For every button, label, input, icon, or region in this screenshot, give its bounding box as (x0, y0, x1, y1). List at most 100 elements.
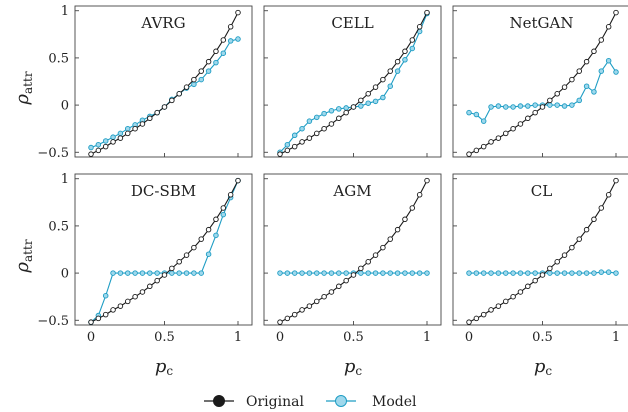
panel-3-model-point-4 (495, 103, 502, 109)
panel-3-original-point-16 (583, 58, 590, 65)
panel-1-original-point-18 (220, 37, 227, 43)
panel-1-model-point-0 (88, 144, 94, 151)
panel-2-original-point-17 (402, 48, 408, 55)
panel-4-model-point-3 (110, 270, 116, 276)
panel-2-model-point-17 (402, 57, 408, 63)
panel-6-model-point-8 (525, 270, 531, 276)
panel-6-original-point-4 (495, 303, 502, 309)
panel-2-original-point-14 (380, 76, 386, 83)
panel-6-original-point-14 (569, 244, 575, 251)
panel-2-model-point-1 (284, 141, 291, 148)
panel-1-original-point-11 (169, 97, 175, 104)
panel-6-original-point-7 (517, 289, 524, 295)
panel-2-model-line (279, 13, 428, 153)
panel-2-original-point-4 (306, 135, 313, 141)
panel-3-frame (452, 5, 628, 158)
panel-5-original-point-11 (358, 265, 364, 272)
panel-6-model-point-0 (466, 270, 472, 276)
panel-6-model-point-15 (576, 270, 583, 276)
x-axis-label-3: pc (534, 356, 553, 378)
panel-5-model-point-17 (402, 270, 408, 276)
panel-4-model-point-4 (117, 270, 124, 276)
x-axis-label-1-main: p (155, 356, 167, 377)
panel-6: 0 0.5 1 CL (452, 173, 628, 345)
legend-original-label: Original (246, 394, 304, 410)
panel-5-original-point-6 (321, 293, 327, 300)
panel-4-model-point-12 (176, 270, 182, 276)
panel-4-ytick-label-3: −0.5 (37, 314, 69, 329)
panel-3-model-point-12 (554, 102, 560, 108)
panel-3-model-point-2 (480, 118, 487, 124)
panel-6-model-point-12 (554, 270, 560, 276)
panel-4-xtick-label-0: 0 (87, 330, 95, 345)
panel-6-original-point-3 (488, 307, 494, 313)
panel-3-model-point-17 (591, 89, 597, 95)
panel-5-model-point-2 (291, 270, 298, 276)
panel-5-frame (263, 173, 442, 326)
legend: Original Model (204, 394, 417, 410)
panel-2-model-point-7 (328, 108, 335, 114)
panel-4-model-point-15 (198, 270, 204, 276)
panel-4-original-point-16 (205, 226, 212, 233)
panel-6-original-point-12 (554, 259, 560, 265)
panel-1-model-point-14 (191, 81, 197, 88)
panel-2-original-line (279, 12, 428, 155)
panel-5-original-point-12 (365, 259, 371, 265)
panel-2-model-point-14 (380, 94, 386, 101)
panel-1-model-point-16 (205, 68, 212, 74)
panel-3-model-point-9 (532, 102, 538, 108)
panel-1-title: AVRG (140, 14, 185, 32)
panel-1-original-point-8 (147, 115, 153, 122)
panel-6-original-point-18 (598, 205, 605, 211)
panel-2-original-point-11 (358, 97, 364, 104)
panel-6-title: CL (531, 182, 552, 200)
panel-1-ytick-label-1: 0.5 (48, 51, 69, 66)
panel-1-original-point-1 (95, 147, 102, 154)
panel-6-original-point-10 (539, 272, 546, 278)
panel-6-model-point-19 (605, 269, 612, 275)
panel-3-original-point-14 (569, 76, 575, 83)
panel-6-original-point-9 (532, 277, 538, 284)
y-axis-label-bottom-sub: attr (21, 239, 35, 262)
panel-6-original-point-5 (503, 298, 509, 305)
panel-5-model-point-19 (416, 270, 423, 276)
panel-4-model-line (90, 180, 239, 323)
panel-2-model-point-9 (343, 105, 349, 111)
panel-3-model-point-8 (525, 103, 531, 109)
panel-5-original-point-17 (402, 216, 408, 223)
panel-2-model-point-13 (372, 98, 379, 105)
panel-1-original-point-4 (117, 135, 124, 141)
panel-1-model-point-17 (213, 59, 219, 66)
panel-4-model-point-17 (213, 232, 219, 239)
panel-4-original-point-10 (161, 272, 168, 278)
panel-4-model-point-9 (154, 270, 160, 276)
panel-1-original-point-14 (191, 76, 197, 83)
panel-4: 1 0.5 0 −0.5 0 0.5 1 DC-SBM (37, 172, 253, 345)
panel-1-original-point-12 (176, 91, 182, 97)
panel-6-model-point-16 (583, 270, 590, 276)
panel-2-model-point-4 (306, 118, 313, 124)
panel-3-original-point-18 (598, 37, 605, 43)
panel-3-original-point-5 (503, 130, 509, 137)
panel-2-original-point-16 (394, 58, 401, 65)
panel-1-ytick-label-3: −0.5 (37, 146, 69, 161)
panel-6-model-point-13 (561, 270, 568, 276)
y-axis-label-top-main: ρ (12, 94, 33, 106)
panel-5-original-point-5 (314, 298, 320, 305)
panel-5-original-point-8 (336, 283, 342, 290)
panel-5-original-point-7 (328, 289, 335, 295)
panel-5-model-point-5 (314, 270, 320, 276)
panel-1-model-point-3 (110, 134, 116, 140)
panel-4-model-point-16 (205, 251, 212, 257)
panel-3-original-point-8 (525, 115, 531, 122)
panel-2-model-point-12 (365, 100, 371, 106)
panel-5-model-point-13 (372, 270, 379, 276)
panel-5-model-point-6 (321, 270, 327, 276)
panel-4-original-point-13 (183, 252, 190, 258)
panel-2-model-point-6 (321, 110, 327, 117)
panel-3-title: NetGAN (510, 14, 574, 32)
panel-6-original-point-2 (480, 311, 487, 318)
panel-2-original-point-15 (387, 68, 394, 74)
panel-4-original-point-8 (147, 283, 153, 290)
